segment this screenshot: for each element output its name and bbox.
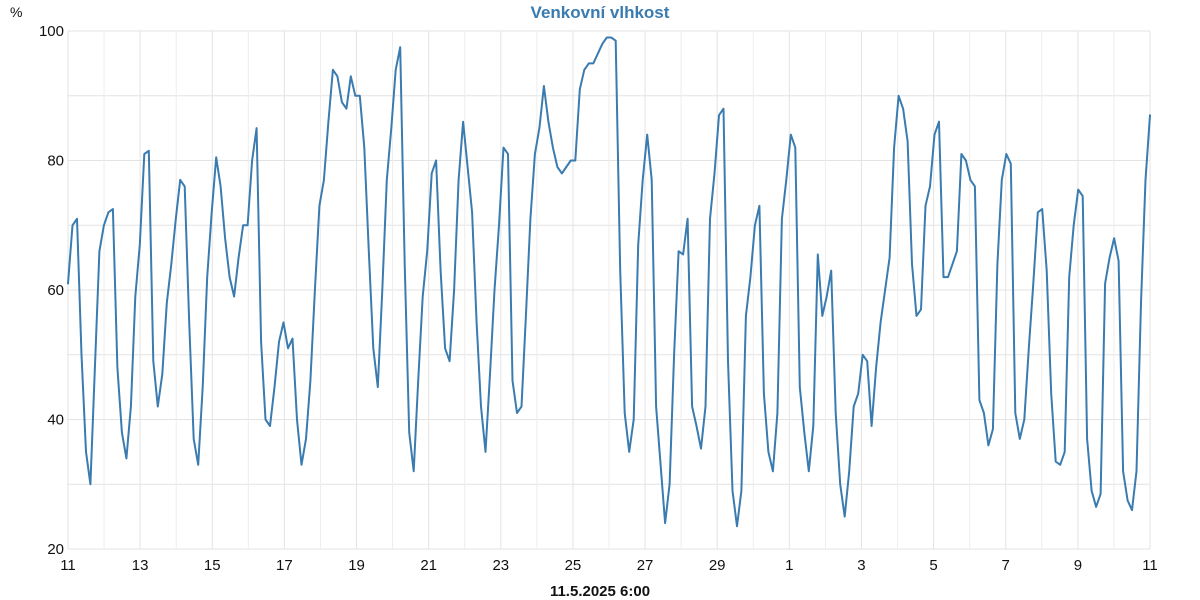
x-tick-label: 11 bbox=[60, 557, 76, 574]
x-tick-label: 7 bbox=[1002, 557, 1010, 574]
x-tick-label: 21 bbox=[420, 557, 437, 574]
x-tick-label: 1 bbox=[785, 557, 793, 574]
x-tick-label: 11 bbox=[1142, 557, 1158, 574]
x-tick-label: 29 bbox=[709, 557, 726, 574]
series-layer bbox=[67, 36, 1151, 528]
x-tick-label: 19 bbox=[348, 557, 365, 574]
y-tick-label: 20 bbox=[47, 541, 64, 558]
y-tick-label: 80 bbox=[47, 153, 64, 170]
series-line bbox=[67, 36, 1151, 528]
x-tick-label: 17 bbox=[276, 557, 293, 574]
x-tick-label: 23 bbox=[492, 557, 509, 574]
x-tick-label: 25 bbox=[565, 557, 582, 574]
x-tick-label: 9 bbox=[1074, 557, 1082, 574]
grid-layer bbox=[67, 30, 1151, 550]
x-tick-label: 13 bbox=[132, 557, 149, 574]
y-axis-unit-label: % bbox=[10, 4, 23, 20]
x-tick-label: 15 bbox=[204, 557, 221, 574]
x-tick-label: 3 bbox=[857, 557, 865, 574]
y-tick-label: 100 bbox=[39, 23, 64, 40]
chart-title: Venkovní vlhkost bbox=[530, 3, 670, 22]
y-tick-label: 60 bbox=[47, 282, 64, 299]
x-tick-label: 5 bbox=[929, 557, 937, 574]
x-axis-date-label: 11.5.2025 6:00 bbox=[549, 583, 651, 600]
x-tick-label: 27 bbox=[637, 557, 654, 574]
y-tick-label: 40 bbox=[47, 412, 64, 429]
